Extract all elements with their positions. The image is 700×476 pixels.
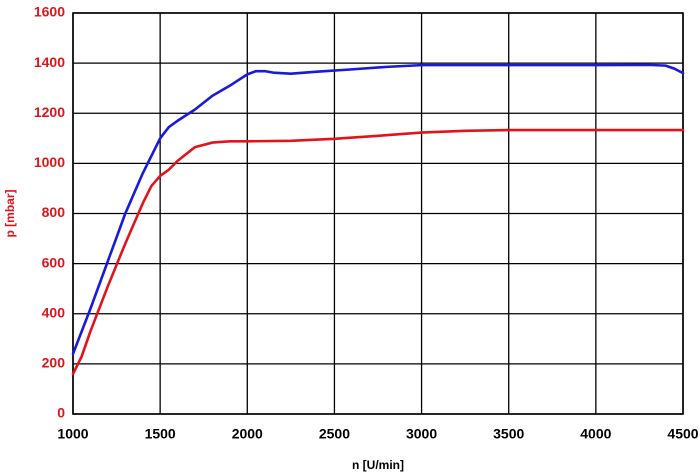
x-tick-label: 1500 (145, 425, 176, 441)
x-tick-label: 1000 (57, 425, 88, 441)
y-tick-label: 0 (57, 405, 65, 421)
y-tick-label: 1400 (34, 54, 65, 70)
x-tick-label: 4000 (580, 425, 611, 441)
y-tick-label: 1600 (34, 4, 65, 20)
y-tick-label: 600 (42, 254, 66, 270)
y-tick-label: 1000 (34, 154, 65, 170)
x-axis-label: n [U/min] (352, 458, 404, 472)
x-tick-label: 2500 (319, 425, 350, 441)
y-tick-label: 200 (42, 355, 66, 371)
y-axis-label: p [mbar] (3, 189, 17, 237)
series-layer (71, 63, 685, 376)
x-tick-label: 3000 (406, 425, 437, 441)
grid (72, 12, 684, 415)
series-line-1 (71, 63, 685, 356)
y-tick-label: 400 (42, 304, 66, 320)
plot-frame (72, 12, 684, 415)
x-tick-label: 3500 (493, 425, 524, 441)
y-tick-label: 1200 (34, 104, 65, 120)
x-tick-label: 2000 (232, 425, 263, 441)
series-line-2 (71, 128, 685, 376)
y-tick-label: 800 (42, 204, 66, 220)
x-tick-label: 4500 (667, 425, 698, 441)
tick-labels: 0 200 400 600 800 1000 1200 1400 1600 1000 1500 200… (34, 4, 699, 442)
